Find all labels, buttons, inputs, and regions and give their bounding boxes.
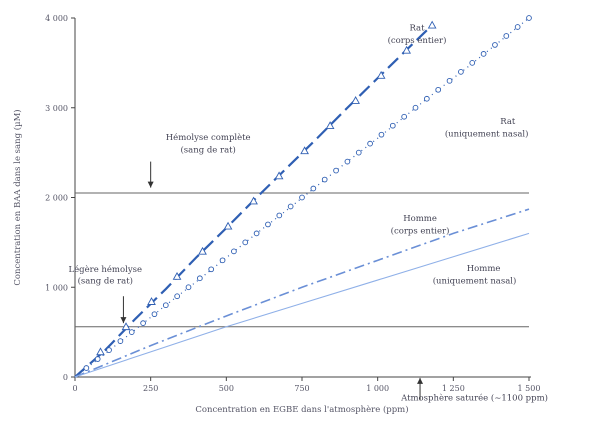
data-point-circle [197,275,203,282]
data-point-circle [185,284,192,291]
data-point-circle [287,203,294,210]
data-point-circle [492,42,498,48]
data-point-circle [231,248,237,255]
y-tick-label: 2 000 [45,194,68,203]
annotation-label: Homme [467,264,501,274]
data-point-circle [174,293,181,300]
data-point-circle [355,149,362,156]
data-point-circle [219,257,226,264]
annotation-label: (sang de rat) [180,145,235,156]
annotation-label: Rat [409,24,425,34]
data-point-circle [514,24,521,30]
data-point-circle [480,51,487,57]
data-point-circle [310,185,317,192]
plot-area: 0 250 500 750 1 000 1 250 1 500 0 1 000 2 000 3 00… [12,14,548,415]
data-point-circle [265,221,271,228]
data-point-circle [469,60,476,66]
x-tick-label: 250 [143,384,158,393]
y-tick-label: 4 000 [45,14,68,23]
data-point-triangle [249,196,258,205]
data-point-triangle [147,297,156,305]
annotation-label: (sang de rat) [78,276,133,287]
annotation-label: Atmosphère saturée (~1100 ppm) [400,392,548,403]
data-point-triangle [198,246,207,255]
annotation-label: (corps entier) [388,35,447,46]
data-point-circle [151,311,158,318]
annotation-label: Homme [403,214,437,224]
data-point-triangle [172,271,182,280]
data-point-circle [276,212,283,219]
arrow-head [120,317,127,324]
x-tick-label: 1 000 [366,384,389,393]
y-tick-label: 0 [63,373,68,382]
data-point-circle [458,68,464,75]
series-line [74,208,530,378]
annotation-label: (uniquement nasal) [445,128,529,139]
annotation-label: Hémolyse complète [166,132,251,143]
data-point-circle [401,113,408,120]
data-point-circle [367,140,373,147]
arrow-head [147,181,154,188]
data-point-circle [435,86,442,93]
data-point-triangle [351,96,360,104]
data-point-triangle [300,146,309,155]
data-point-circle [162,302,169,309]
data-point-circle [83,365,90,371]
data-point-circle [378,131,385,138]
x-tick-label: 500 [219,384,234,393]
data-point-circle [208,266,215,273]
y-tick-label: 1 000 [45,283,68,292]
arrow-head [417,377,424,384]
data-point-circle [128,329,135,335]
data-point-triangle [325,121,335,130]
data-point-circle [344,158,351,165]
data-point-triangle [376,70,386,79]
y-tick-label: 3 000 [45,104,68,113]
y-axis-title: Concentration en BAA dans le sang (µM) [12,109,23,285]
data-point-triangle [402,45,412,54]
data-point-triangle [427,20,437,29]
data-point-circle [140,320,146,327]
data-point-circle [446,77,453,84]
data-point-circle [503,33,510,39]
annotation-label: Rat [500,117,516,127]
x-tick-label: 750 [294,384,309,393]
x-tick-label: 0 [72,384,77,393]
data-point-circle [412,104,419,111]
annotation-label: (corps entier) [391,225,450,236]
x-axis-title: Concentration en EGBE dans l'atmosphère … [195,404,408,415]
series-line [74,232,530,378]
data-point-circle [321,176,328,183]
data-point-circle [299,194,305,201]
data-point-triangle [96,347,105,356]
data-point-triangle [121,322,131,331]
data-point-circle [424,95,430,102]
annotation-label: Légère hémolyse [68,264,142,275]
data-point-circle [106,347,112,353]
data-point-circle [117,338,124,344]
data-point-triangle [223,221,233,230]
data-point-circle [253,230,260,237]
data-point-circle [526,15,532,21]
x-tick-label: 1 250 [442,384,465,393]
data-point-circle [94,356,101,362]
x-tick-label: 1 500 [518,384,541,393]
annotation-label: (uniquement nasal) [433,276,517,287]
data-point-circle [242,239,249,246]
data-point-circle [389,122,396,129]
data-point-triangle [274,171,284,180]
data-point-circle [333,167,339,174]
